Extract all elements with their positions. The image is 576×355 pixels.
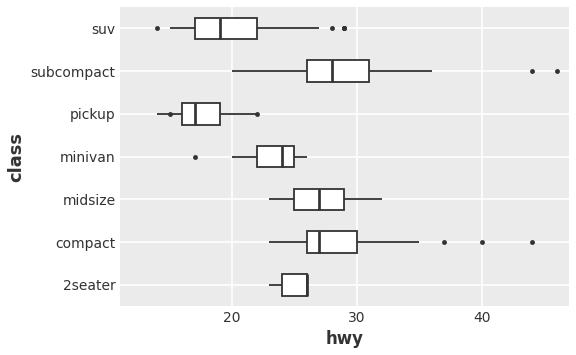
Y-axis label: class: class — [7, 132, 25, 182]
Bar — [195, 18, 257, 39]
Bar — [307, 60, 369, 82]
Bar — [182, 103, 219, 125]
Bar — [307, 231, 357, 253]
X-axis label: hwy: hwy — [325, 330, 363, 348]
Bar — [282, 274, 307, 296]
Bar — [294, 189, 344, 210]
Bar — [257, 146, 294, 167]
